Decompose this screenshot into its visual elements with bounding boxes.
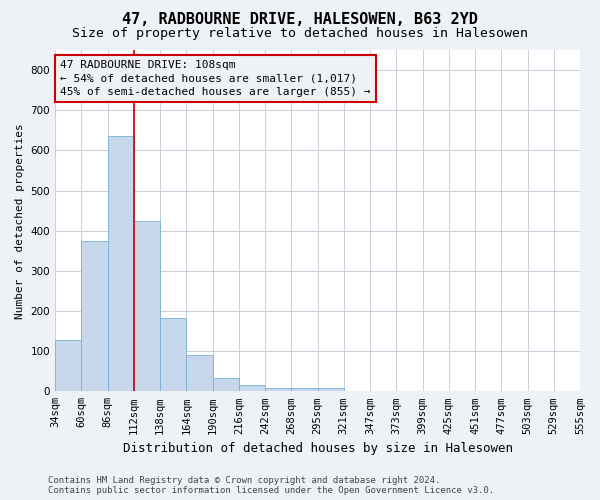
Bar	[212, 378, 239, 392]
Text: Contains HM Land Registry data © Crown copyright and database right 2024.
Contai: Contains HM Land Registry data © Crown c…	[48, 476, 494, 495]
Bar	[317, 388, 344, 392]
Bar	[291, 388, 317, 392]
Bar	[81, 240, 107, 392]
Bar	[107, 136, 134, 392]
Text: 47 RADBOURNE DRIVE: 108sqm
← 54% of detached houses are smaller (1,017)
45% of s: 47 RADBOURNE DRIVE: 108sqm ← 54% of deta…	[60, 60, 371, 96]
Bar	[239, 386, 265, 392]
Bar	[160, 318, 186, 392]
Text: 47, RADBOURNE DRIVE, HALESOWEN, B63 2YD: 47, RADBOURNE DRIVE, HALESOWEN, B63 2YD	[122, 12, 478, 28]
Bar	[134, 220, 160, 392]
Bar	[265, 388, 291, 392]
Y-axis label: Number of detached properties: Number of detached properties	[15, 123, 25, 318]
Text: Size of property relative to detached houses in Halesowen: Size of property relative to detached ho…	[72, 28, 528, 40]
X-axis label: Distribution of detached houses by size in Halesowen: Distribution of detached houses by size …	[122, 442, 512, 455]
Bar	[186, 355, 212, 392]
Bar	[55, 340, 81, 392]
